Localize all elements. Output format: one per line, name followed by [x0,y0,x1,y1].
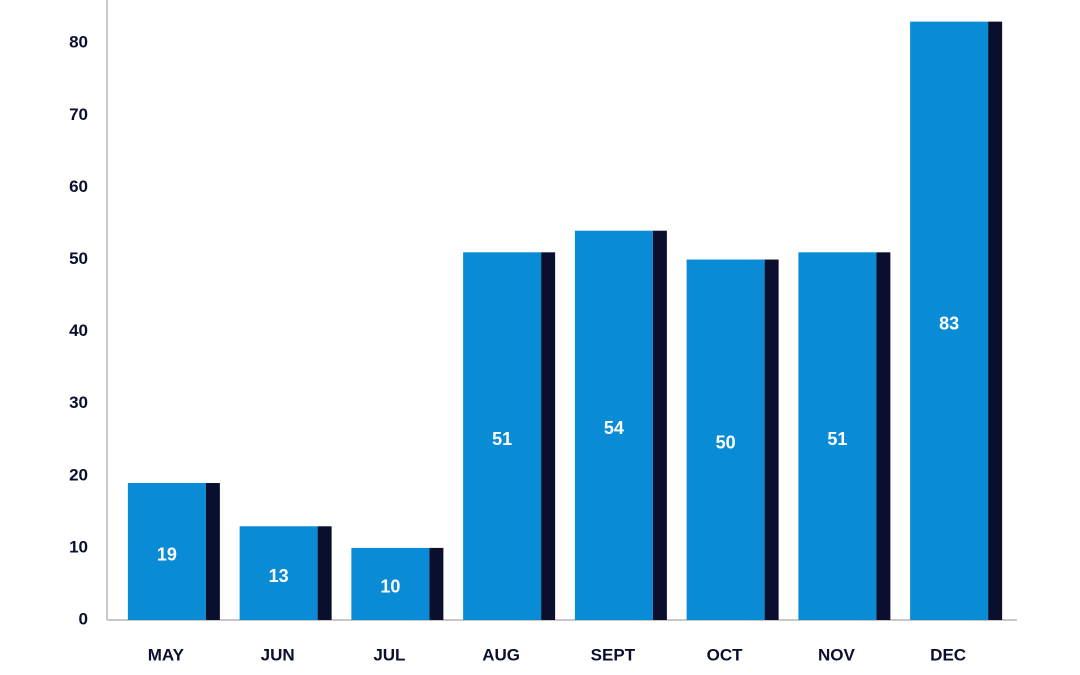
bar [686,259,765,620]
x-tick-label: JUN [261,645,295,664]
value-label: 13 [269,566,289,586]
bar-shade [652,230,667,620]
y-tick-label: 0 [79,609,88,628]
x-tick-label: NOV [818,645,856,664]
bar-shade [205,483,220,620]
x-tick-label: AUG [482,645,520,664]
bar-shade [764,259,779,620]
value-label: 19 [157,544,177,564]
bar-shade [876,252,891,621]
x-tick-label: MAY [148,645,185,664]
value-label: 51 [492,429,512,449]
bar [798,252,877,621]
bar [463,252,542,621]
y-tick-label: 20 [69,465,88,484]
bar [127,483,206,620]
bar [910,21,989,620]
bar [351,547,430,620]
y-tick-label: 30 [69,393,88,412]
x-tick-label: JUL [373,645,405,664]
y-tick-label: 70 [69,105,88,124]
value-label: 10 [380,577,400,597]
y-tick-label: 10 [69,537,88,556]
bar [239,526,318,620]
bar-shade [988,21,1003,620]
y-tick-label: 60 [69,177,88,196]
x-tick-label: SEPT [591,645,636,664]
value-label: 51 [827,429,847,449]
value-label: 54 [604,418,624,438]
y-tick-label: 40 [69,321,88,340]
value-label: 50 [716,433,736,453]
bar-shade [317,526,332,620]
y-tick-label: 50 [69,249,88,268]
bar-shade [541,252,556,621]
value-label: 83 [939,314,959,334]
bar-shade [429,547,444,620]
bar [574,230,653,620]
x-tick-label: OCT [707,645,744,664]
x-tick-label: DEC [930,645,966,664]
y-tick-label: 80 [69,33,88,52]
